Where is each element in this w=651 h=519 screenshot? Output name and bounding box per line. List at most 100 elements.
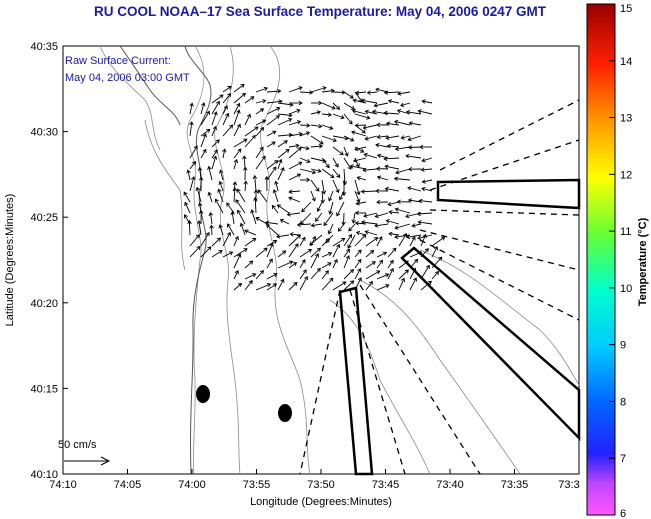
current-vector-head: [397, 91, 402, 96]
current-vector-head: [193, 145, 198, 150]
current-vector: [255, 270, 264, 280]
current-vector-head: [314, 217, 319, 222]
current-vector-head: [366, 115, 371, 120]
current-vector-head: [418, 198, 423, 204]
current-vector-head: [234, 235, 239, 241]
current-vector: [321, 124, 333, 130]
current-vector: [343, 102, 355, 110]
current-vector: [288, 109, 300, 115]
current-vector-head: [314, 253, 319, 258]
current-vector: [394, 223, 411, 229]
current-vector: [266, 160, 279, 170]
current-vector: [289, 190, 301, 193]
station-marker-1: [196, 385, 210, 403]
colorbar-tick-label: 10: [620, 283, 632, 295]
current-vector: [354, 91, 363, 103]
current-vector-head: [393, 176, 399, 181]
current-vector-head: [327, 230, 332, 235]
current-vector-head: [357, 258, 362, 264]
current-vector-head: [262, 119, 267, 124]
current-vector: [374, 102, 389, 107]
x-tick-label: 73:45: [372, 479, 400, 491]
current-vector-head: [405, 234, 411, 240]
current-vector-head: [311, 197, 316, 202]
current-vector: [231, 211, 235, 225]
current-vector: [219, 170, 224, 181]
current-vector: [394, 234, 411, 238]
current-vector: [417, 212, 433, 215]
current-vector-head: [241, 92, 246, 97]
current-vector-head: [385, 284, 390, 289]
current-vector: [277, 261, 293, 269]
current-vector-head: [271, 141, 276, 146]
current-vector-head: [420, 167, 425, 172]
current-vector: [321, 157, 330, 168]
current-vector-head: [371, 261, 376, 266]
current-vector-head: [259, 146, 264, 151]
current-vector-head: [370, 249, 375, 255]
current-vector-head: [374, 213, 379, 219]
current-vector-head: [186, 169, 191, 174]
current-vector: [386, 220, 400, 225]
current-vector: [343, 280, 354, 291]
current-vector: [211, 139, 220, 148]
current-vector-head: [355, 230, 361, 236]
current-vector-head: [351, 109, 357, 114]
current-vector: [244, 273, 256, 280]
current-vector: [408, 199, 422, 203]
current-vector: [376, 260, 383, 269]
colorbar-title: Temperature (°C): [637, 217, 649, 306]
current-vector-head: [301, 259, 306, 264]
current-vector-head: [354, 221, 359, 226]
current-vector: [376, 273, 389, 280]
current-vector: [235, 199, 246, 214]
current-vector: [356, 201, 367, 205]
current-vector: [233, 236, 239, 247]
current-vector: [361, 190, 378, 193]
current-vector: [384, 157, 400, 160]
current-vector-head: [201, 102, 206, 107]
current-vector-head: [416, 211, 421, 217]
current-vector-head: [189, 121, 194, 126]
current-vector: [310, 157, 327, 162]
current-vector-head: [433, 246, 438, 251]
current-vector-head: [272, 130, 277, 135]
current-vector: [233, 103, 240, 115]
current-vector: [420, 280, 432, 291]
current-vector: [299, 124, 310, 127]
current-vector-head: [263, 247, 268, 252]
current-vector: [277, 113, 292, 116]
current-vector-head: [336, 243, 341, 249]
current-vector: [394, 178, 411, 181]
current-vector: [310, 145, 323, 148]
current-vector: [288, 147, 302, 159]
current-vector: [266, 273, 278, 280]
current-vector-head: [312, 235, 317, 241]
current-vector: [200, 102, 205, 115]
current-vector: [329, 201, 334, 215]
current-vector: [386, 135, 400, 139]
current-vector: [273, 189, 279, 203]
current-vector-head: [301, 236, 306, 241]
current-vector: [352, 212, 356, 223]
current-vector: [233, 187, 236, 203]
current-vector: [299, 269, 307, 280]
current-vector-head: [232, 181, 238, 186]
current-vector: [376, 252, 387, 258]
current-vector-head: [248, 280, 253, 285]
current-vector-head: [236, 188, 241, 193]
current-vector: [409, 277, 417, 291]
current-vector: [244, 96, 255, 104]
current-vector-head: [376, 166, 381, 171]
current-vector: [244, 181, 247, 192]
current-vector-head: [356, 198, 361, 203]
current-vector-head: [376, 153, 382, 159]
current-vector-head: [293, 281, 298, 287]
current-vector: [255, 156, 266, 170]
current-vector-head: [288, 117, 293, 123]
current-vector-head: [352, 98, 357, 103]
current-vector-head: [207, 246, 212, 251]
current-vector: [288, 234, 301, 247]
current-vector-head: [341, 238, 346, 242]
current-vector-head: [384, 273, 390, 278]
